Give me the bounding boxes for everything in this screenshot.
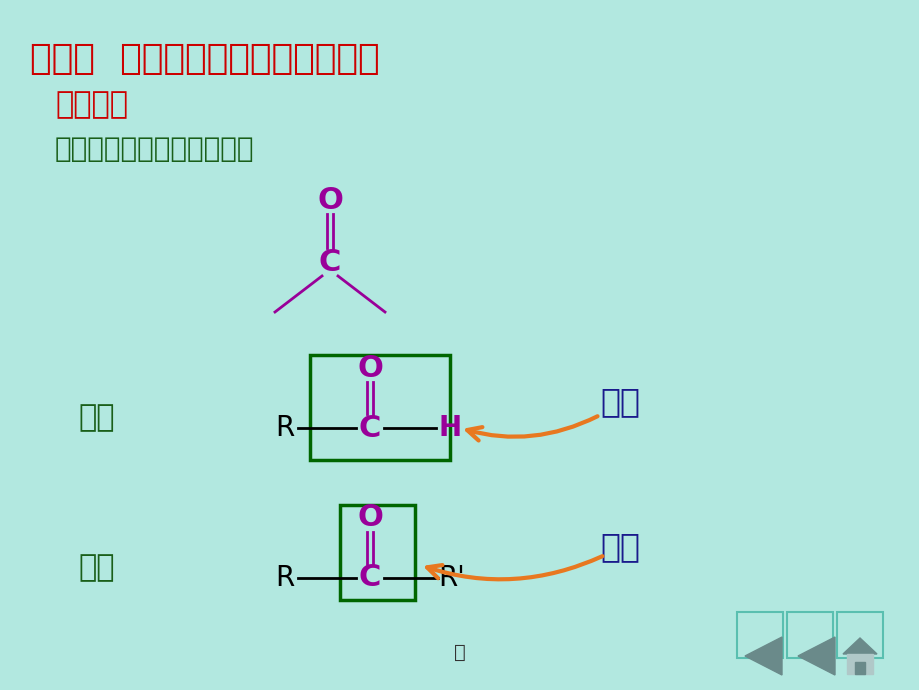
Text: R: R [275,564,294,592]
Text: R: R [275,414,294,442]
Text: 醛和酮的官能团都是羰基：: 醛和酮的官能团都是羰基： [55,135,255,163]
Text: H: H [438,414,461,442]
FancyBboxPatch shape [786,612,832,658]
Text: C: C [358,564,380,593]
Text: C: C [358,413,380,442]
Text: 第一节  醛、酮的结构、分类和命名: 第一节 醛、酮的结构、分类和命名 [30,42,380,76]
Text: 一、构造: 一、构造 [55,90,128,119]
Text: ：: ： [454,642,465,662]
Text: O: O [357,353,382,382]
Text: O: O [317,186,343,215]
Text: 醛：: 醛： [78,404,114,433]
Polygon shape [854,662,864,674]
FancyBboxPatch shape [836,612,882,658]
Polygon shape [846,654,872,674]
Text: 酮基: 酮基 [599,530,640,563]
Text: 酮：: 酮： [78,553,114,582]
Text: C: C [319,248,341,277]
Polygon shape [842,638,876,654]
Polygon shape [797,637,834,675]
Polygon shape [744,637,781,675]
Text: 醛基: 醛基 [599,385,640,418]
Text: O: O [357,504,382,533]
FancyBboxPatch shape [736,612,782,658]
Text: R': R' [438,564,465,592]
